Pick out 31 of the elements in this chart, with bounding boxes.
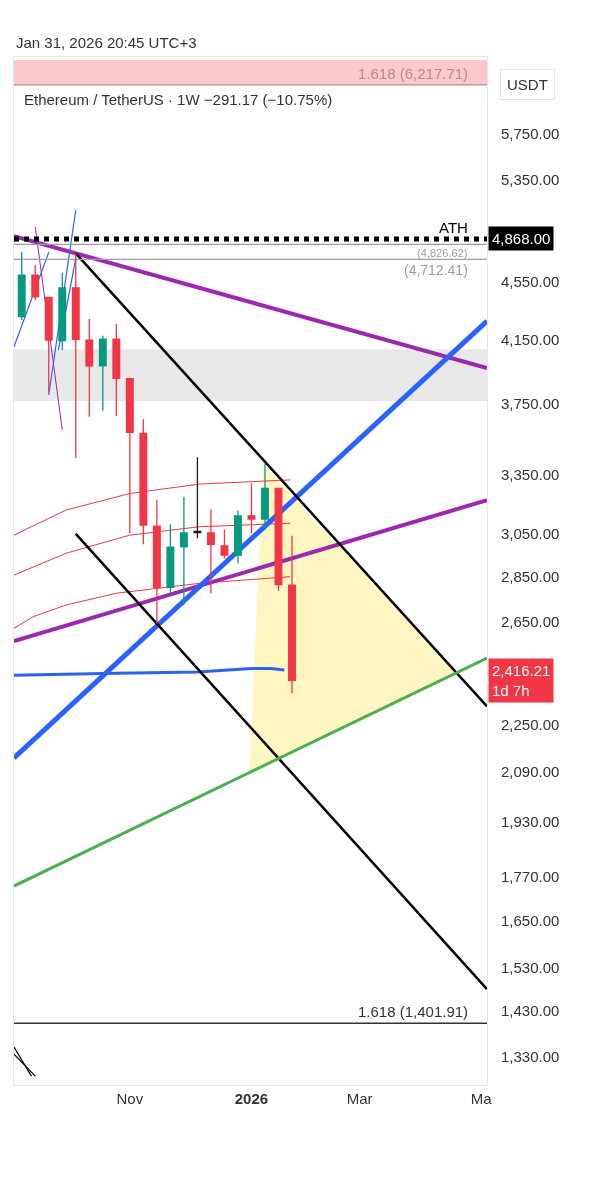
x-tick-label: Mar — [346, 1090, 373, 1107]
text: 4,868.00 — [492, 230, 551, 247]
y-tick-label: 2,250.00 — [501, 716, 560, 734]
ref-line-label: (4,712.41) — [404, 262, 468, 278]
x-tick-label: 2026 — [234, 1090, 269, 1107]
y-tick-label: 2,650.00 — [501, 613, 560, 631]
ref-line-label: ATH — [439, 219, 468, 236]
chart-subtitle: Jan 31, 2026 20:45 UTC+3 — [16, 34, 197, 51]
y-tick-label: 3,750.00 — [501, 394, 560, 412]
ref-line-label: 1.618 (6,217.71) — [358, 65, 469, 82]
y-tick-label: 4,150.00 — [501, 330, 560, 348]
y-tick-label: 5,350.00 — [501, 170, 560, 188]
y-tick-label: 1,930.00 — [501, 813, 560, 831]
y-tick-label: 1,530.00 — [501, 959, 560, 977]
y-tick-label: 3,350.00 — [501, 465, 560, 483]
text: 2,416.21 1d 7h — [492, 662, 551, 699]
text: Ethereum / TetherUS · 1W −291.17 (−10.75%) — [24, 91, 333, 109]
y-tick-label: 1,430.00 — [501, 1001, 560, 1019]
ref-line-label: (4,826.62) — [417, 247, 468, 259]
x-tick-label: Nov — [116, 1090, 144, 1107]
ref-line-label: 1.618 (1,401.91) — [358, 1003, 469, 1020]
y-tick-label: 1,770.00 — [501, 867, 560, 885]
y-tick-label: 5,750.00 — [501, 125, 560, 143]
y-tick-label: 1,330.00 — [501, 1047, 560, 1065]
y-axis-title: USDT — [507, 76, 548, 93]
y-tick-label: 1,650.00 — [501, 911, 560, 929]
y-tick-label: 3,050.00 — [501, 524, 560, 542]
y-tick-label: 2,850.00 — [501, 567, 560, 585]
x-tick-label: Ma — [470, 1090, 493, 1107]
y-tick-label: 2,090.00 — [501, 762, 560, 780]
y-tick-label: 4,550.00 — [501, 272, 560, 290]
